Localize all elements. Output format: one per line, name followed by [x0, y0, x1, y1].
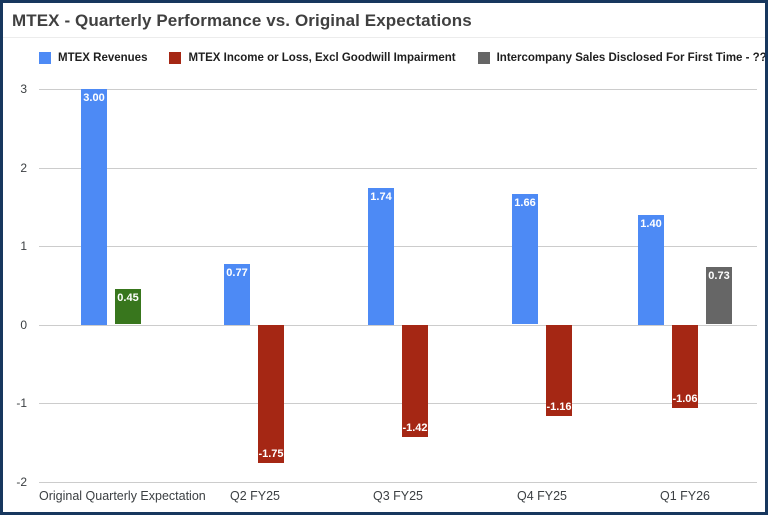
bar-value-label: -1.75: [258, 448, 284, 460]
y-axis-tick-label: 2: [20, 161, 27, 175]
bar-value-label: -1.42: [402, 422, 428, 434]
bar: 1.74: [368, 188, 394, 325]
gridline: [39, 89, 757, 90]
bar: -1.42: [402, 325, 428, 437]
bar: 0.45: [115, 289, 141, 324]
bar-value-label: -1.06: [672, 393, 698, 405]
y-axis-tick-label: 0: [20, 318, 27, 332]
bar-value-label: 0.77: [226, 267, 248, 279]
legend-item: MTEX Revenues: [39, 52, 147, 64]
bar: -1.75: [258, 325, 284, 463]
legend-swatch: [477, 52, 490, 64]
bar: -1.06: [672, 325, 698, 408]
y-axis-tick-label: 1: [20, 239, 27, 253]
gridline: [39, 403, 757, 404]
bar: 0.77: [224, 264, 250, 325]
gridline: [39, 325, 757, 326]
y-axis-labels: 3 2 1 0 -1 -2: [3, 82, 33, 489]
bar: 1.40: [638, 215, 664, 325]
bar-value-label: -1.16: [546, 401, 572, 413]
legend-item: Intercompany Sales Disclosed For First T…: [477, 52, 768, 64]
bar-value-label: 1.40: [640, 218, 662, 230]
gridline: [39, 246, 757, 247]
y-axis-tick-label: -2: [16, 475, 27, 489]
chart-header: MTEX - Quarterly Performance vs. Origina…: [3, 3, 765, 38]
bar: 0.73: [706, 267, 732, 324]
x-axis-category-label: Q1 FY26: [659, 489, 711, 503]
bar-value-label: 1.66: [514, 197, 536, 209]
x-axis-labels: Original Quarterly Expectation Q2 FY25 Q3 …: [39, 489, 757, 509]
legend-item-label: Intercompany Sales Disclosed For First T…: [496, 52, 768, 64]
x-axis-category-label: Q4 FY25: [516, 489, 568, 503]
x-axis-category-label: Q3 FY25: [372, 489, 424, 503]
y-axis-tick-label: 3: [20, 82, 27, 96]
bar-value-label: 1.74: [370, 191, 392, 203]
chart-title: MTEX - Quarterly Performance vs. Origina…: [12, 11, 472, 30]
bar-value-label: 0.45: [117, 292, 139, 304]
bar: -1.16: [546, 325, 572, 416]
gridline: [39, 168, 757, 169]
legend-swatch: [39, 52, 51, 64]
legend-item-label: MTEX Revenues: [58, 52, 148, 64]
legend-item-label: MTEX Income or Loss, Excl Goodwill Impai…: [188, 52, 456, 64]
bar: 3.00: [81, 89, 107, 325]
legend-swatch: [169, 52, 182, 64]
plot-area: 3.00 0.45 0.77 -1.75 1.74 -1.42 1.66 -1.16 1.40 -…: [39, 89, 757, 483]
legend-item: MTEX Income or Loss, Excl Goodwill Impai…: [169, 52, 456, 64]
y-axis-tick-label: -1: [16, 396, 27, 410]
bar-value-label: 0.73: [708, 270, 730, 282]
bar-value-label: 3.00: [83, 92, 105, 104]
gridline: [39, 482, 757, 483]
bar: 1.66: [512, 194, 538, 324]
legend: MTEX Revenues MTEX Income or Loss, Excl G…: [39, 52, 768, 64]
x-axis-category-label: Original Quarterly Expectation: [39, 489, 206, 503]
x-axis-category-label: Q2 FY25: [229, 489, 281, 503]
